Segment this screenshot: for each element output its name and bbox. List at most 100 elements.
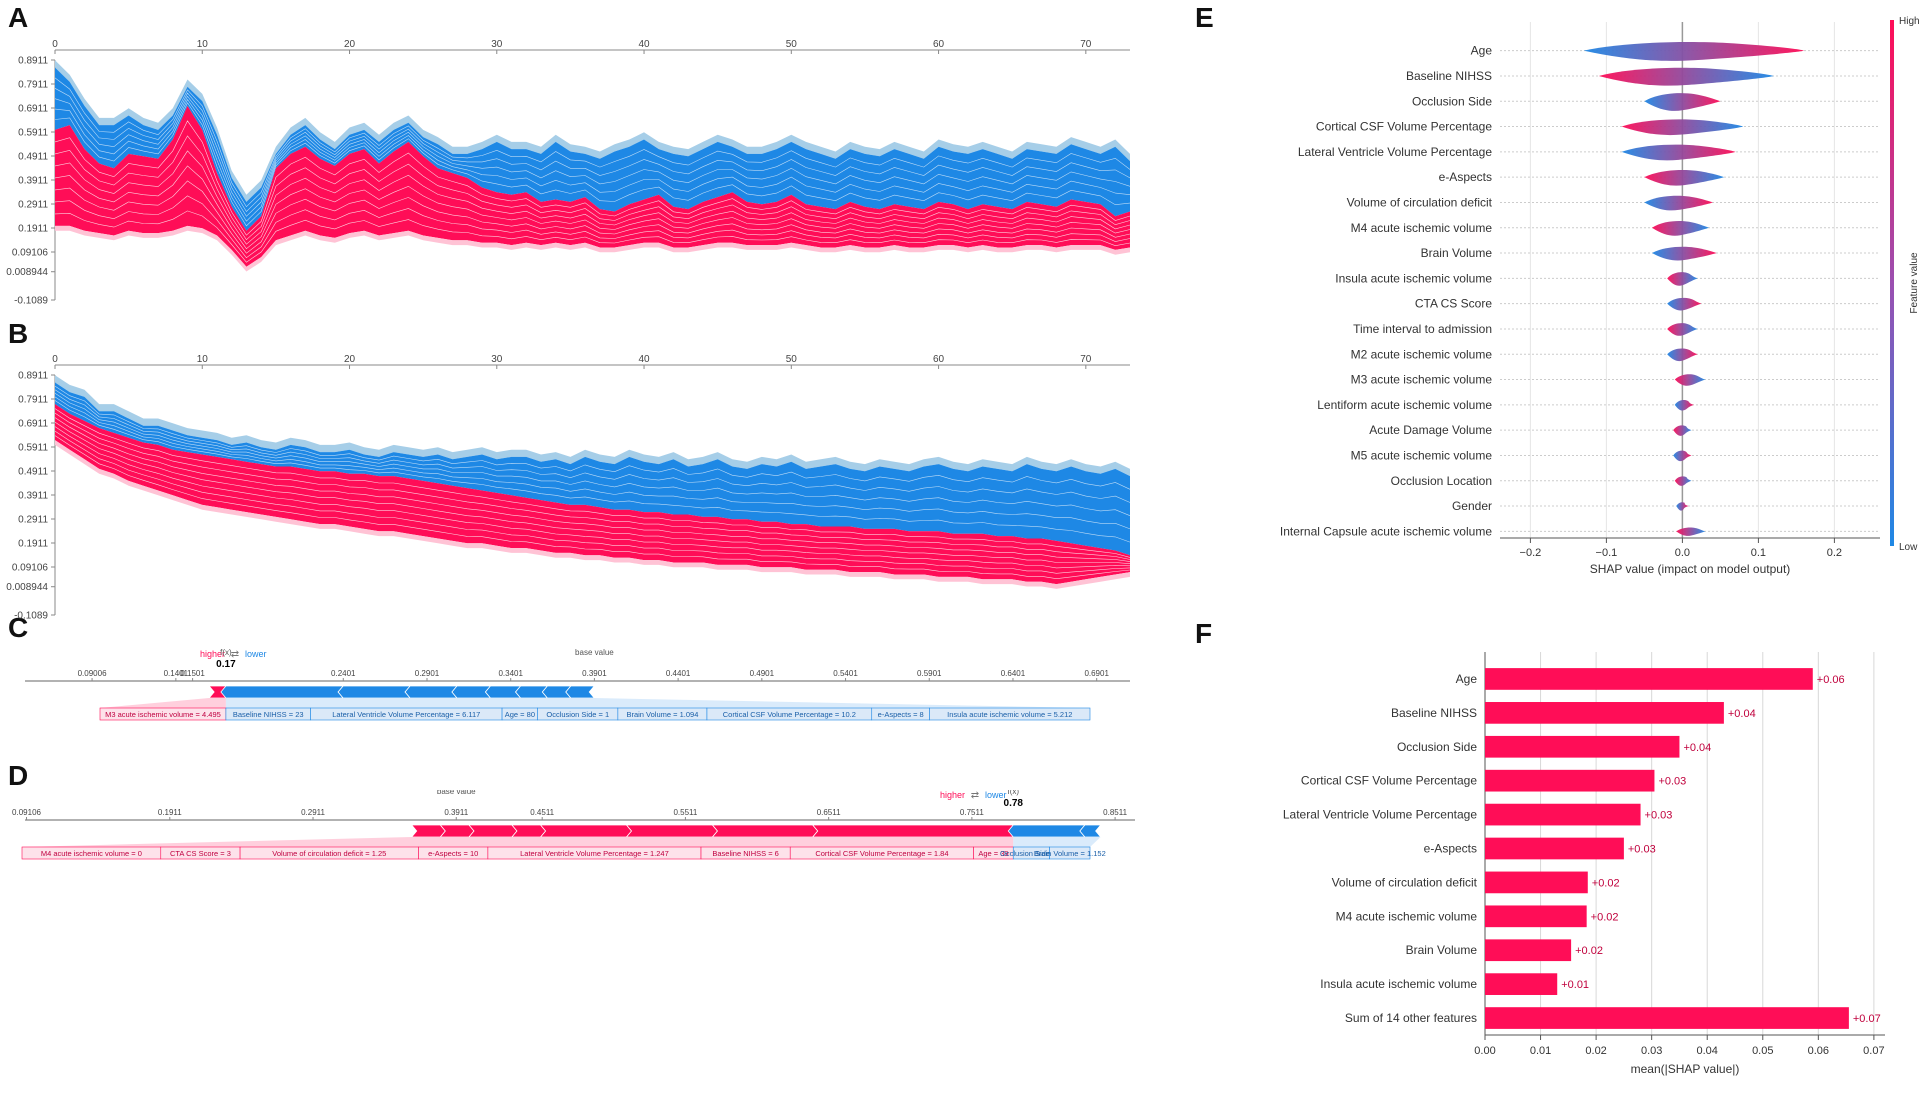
blue-contribution-line: [54, 98, 1131, 222]
bar-value-label: +0.04: [1728, 708, 1756, 720]
red-contribution-line: [54, 120, 1131, 236]
x-tick-label: 20: [344, 355, 356, 365]
y-tick-label: 0.3911: [18, 176, 48, 187]
feature-label: M4 acute ischemic volume: [1351, 221, 1493, 235]
force-axis-tick-label: 0.4511: [530, 808, 554, 817]
x-tick-label: 0.06: [1808, 1045, 1829, 1057]
x-tick-label: 0.2: [1827, 547, 1842, 559]
positive-feature-label: M3 acute ischemic volume = 4.495: [105, 710, 221, 719]
force-segment-positive: [811, 824, 1019, 838]
force-axis-tick-label: 0.4401: [666, 669, 691, 678]
colorbar-title: Feature value: [1909, 252, 1920, 314]
violin-shape: [1583, 41, 1804, 61]
x-tick-label: 0.0: [1675, 547, 1690, 559]
violin-shape: [1644, 93, 1721, 111]
bar-value-label: +0.02: [1591, 911, 1619, 923]
blue-contribution-line: [54, 389, 1131, 503]
feature-label: Occlusion Side: [1412, 94, 1492, 108]
bar-category-label: Occlusion Side: [1397, 740, 1477, 754]
series-upper-halo: [55, 375, 1130, 477]
force-axis-tick-label: 0.1401: [164, 669, 189, 678]
negative-feature-label: Insula acute ischemic volume = 5.212: [947, 710, 1072, 719]
violin-shape: [1644, 195, 1713, 211]
force-axis-tick-label: 0.6901: [1084, 669, 1109, 678]
x-tick-label: 0.01: [1530, 1045, 1551, 1057]
negative-feature-box: [929, 707, 1091, 721]
bar-category-label: Age: [1456, 672, 1478, 686]
x-tick-label: 40: [638, 355, 650, 365]
bar: [1485, 1007, 1849, 1029]
x-tick-label: 0.05: [1752, 1045, 1773, 1057]
positive-feature-label: Cortical CSF Volume Percentage = 1.84: [815, 849, 948, 858]
blue-contribution-line: [54, 396, 1131, 530]
bar: [1485, 871, 1588, 894]
red-contribution-line: [54, 135, 1131, 241]
series-lower-halo: [55, 225, 1130, 272]
fx-label: f(x): [220, 648, 232, 657]
chart-a-stacked-force: 0 10 20 30 40 50 60 70 0.8911 0.7911 0.6911 0.5911 0…: [6, 40, 1131, 307]
violin-shape: [1652, 246, 1717, 261]
x-tick-label: 20: [344, 40, 356, 50]
positive-connector: [22, 837, 1014, 847]
legend-higher: higher: [200, 649, 225, 659]
y-tick-label: 0.7911: [18, 80, 48, 91]
y-tick-label: 0.4911: [18, 152, 48, 163]
fx-value: 0.17: [216, 659, 236, 670]
positive-feature-label: Lateral Ventricle Volume Percentage = 1.…: [520, 849, 669, 858]
legend-lower: lower: [245, 649, 267, 659]
feature-label: CTA CS Score: [1415, 297, 1492, 311]
force-segment-positive: [711, 824, 819, 838]
chart-b-stacked-force: 0 10 20 30 40 50 60 70 0.8911 0.7911 0.6911 0.5911 0…: [6, 355, 1131, 622]
feature-label: M5 acute ischemic volume: [1351, 448, 1493, 462]
bar: [1485, 939, 1572, 962]
feature-label: Internal Capsule acute ischemic volume: [1280, 524, 1492, 538]
feature-label: Occlusion Location: [1391, 474, 1492, 488]
feature-label: Age: [1471, 44, 1493, 58]
bar-category-label: M4 acute ischemic volume: [1336, 909, 1478, 923]
blue-contribution-line: [54, 102, 1131, 227]
x-tick-label: 0.07: [1863, 1045, 1884, 1057]
y-tick-label: -0.1089: [14, 611, 48, 622]
violin-shape: [1676, 502, 1689, 511]
force-segment-negative: [220, 685, 344, 699]
positive-connector: [100, 698, 226, 708]
x-tick-label: 0: [52, 355, 58, 365]
bar-value-label: +0.06: [1817, 674, 1845, 686]
force-segment-negative: [1007, 824, 1086, 838]
red-contribution-line: [54, 165, 1131, 250]
y-tick-label: 0.6911: [18, 104, 48, 115]
chart-d-force-plot: 0.09106 0.1911 0.2911 0.3911 0.4511 0.5511 0.6…: [12, 790, 1135, 860]
bar: [1485, 803, 1641, 826]
y-tick-label: 0.1911: [18, 539, 48, 550]
feature-label: Insula acute ischemic volume: [1335, 271, 1492, 285]
force-axis-tick-label: 0.5511: [673, 808, 697, 817]
x-tick-label: 0.02: [1585, 1045, 1606, 1057]
legend-arrows-icon: ⇄: [971, 790, 979, 801]
bar-value-label: +0.04: [1683, 742, 1711, 754]
violin-shape: [1667, 348, 1698, 362]
violin-shape: [1674, 476, 1692, 486]
red-contribution-line: [54, 150, 1131, 245]
x-tick-label: 0.1: [1751, 547, 1766, 559]
force-segment-positive: [410, 824, 446, 838]
force-axis-tick-label: 0.2901: [415, 669, 440, 678]
blue-contribution-line: [54, 400, 1131, 543]
force-axis-tick-label: 0.09106: [12, 808, 41, 817]
feature-label: e-Aspects: [1439, 170, 1492, 184]
negative-feature-label: Age = 80: [505, 710, 535, 719]
x-tick-label: 0.04: [1697, 1045, 1718, 1057]
feature-label: Time interval to admission: [1353, 322, 1492, 336]
bar: [1485, 905, 1587, 928]
panel-label-c: C: [8, 612, 29, 643]
x-tick-label: 30: [491, 40, 503, 50]
red-contribution-line: [54, 426, 1131, 569]
feature-label: Acute Damage Volume: [1369, 423, 1492, 437]
force-axis-tick-label: 0.6511: [817, 808, 841, 817]
legend-arrows-icon: ⇄: [231, 649, 239, 660]
blue-contribution-line: [54, 393, 1131, 516]
x-tick-label: 30: [491, 355, 503, 365]
x-tick-label: 0.00: [1474, 1045, 1495, 1057]
y-tick-label: 0.8911: [18, 371, 48, 382]
x-tick-label: 60: [933, 40, 945, 50]
violin-shape: [1676, 527, 1706, 536]
